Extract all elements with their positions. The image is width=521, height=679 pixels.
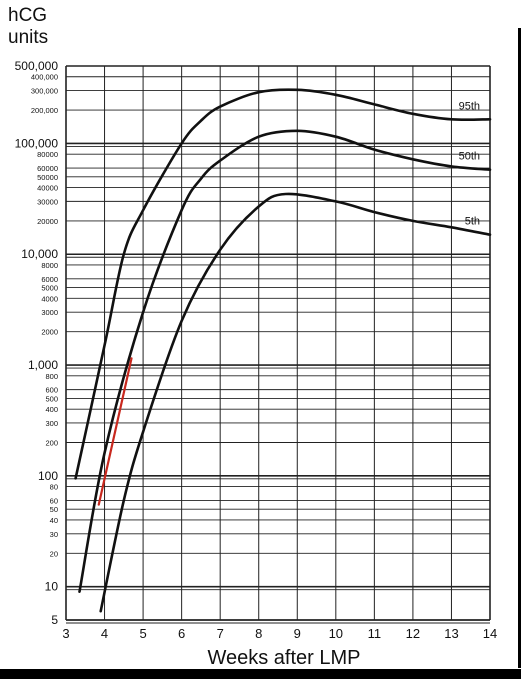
y-tick-label: 4000: [41, 294, 58, 303]
x-tick-label: 14: [483, 626, 497, 641]
right-edge-bar: [518, 28, 521, 668]
y-tick-label: 5000: [41, 284, 58, 293]
y-tick-label: 20: [50, 549, 58, 558]
y-tick-label: 400,000: [31, 73, 58, 82]
series-label-5th: 5th: [465, 216, 480, 228]
x-axis-label: Weeks after LMP: [207, 647, 360, 669]
x-tick-label: 9: [294, 626, 301, 641]
y-tick-label: 30: [50, 530, 58, 539]
x-tick-label: 13: [444, 626, 458, 641]
y-tick-label: 20000: [37, 217, 58, 226]
x-tick-labels: 3 4 5 6 7 8 9 10 11 12 13 14: [62, 626, 497, 641]
y-tick-label: 5: [51, 613, 58, 627]
y-tick-label: 40000: [37, 184, 58, 193]
y-tick-label: 10,000: [21, 247, 58, 261]
y-tick-label: 300,000: [31, 87, 58, 96]
series-95th-line: [74, 88, 492, 480]
x-gridlines: [65, 66, 491, 620]
series-highlight-line: [97, 357, 133, 506]
y-tick-label: 800: [45, 372, 58, 381]
y-tick-label: 300: [45, 419, 58, 428]
y-tick-label: 40: [50, 516, 58, 525]
x-tick-label: 3: [62, 626, 69, 641]
x-tick-label: 5: [139, 626, 146, 641]
y-axis-title-line1: hCG: [8, 5, 48, 26]
y-tick-label: 500,000: [15, 59, 59, 73]
series-label-95th: 95th: [459, 100, 480, 112]
series-layer: [74, 88, 492, 613]
y-tick-label: 80: [50, 483, 58, 492]
bottom-edge-bar: [0, 669, 521, 679]
y-tick-label: 200: [45, 438, 58, 447]
series-label-50th: 50th: [459, 151, 480, 163]
y-tick-label: 60: [50, 496, 58, 505]
y-tick-label: 3000: [41, 308, 58, 317]
y-tick-label: 400: [45, 405, 58, 414]
y-tick-label: 200,000: [31, 106, 58, 115]
y-tick-label: 600: [45, 386, 58, 395]
y-tick-label: 10: [45, 580, 59, 594]
y-tick-label: 6000: [41, 275, 58, 284]
x-tick-label: 6: [178, 626, 185, 641]
y-tick-label: 1,000: [28, 358, 58, 372]
x-tick-label: 11: [368, 626, 382, 641]
y-tick-label: 50: [50, 505, 58, 514]
y-tick-label: 60000: [37, 164, 58, 173]
y-tick-label: 30000: [37, 197, 58, 206]
y-tick-label: 2000: [41, 328, 58, 337]
y-gridlines: [66, 65, 490, 624]
series-5th-line: [99, 192, 492, 613]
x-tick-label: 10: [329, 626, 343, 641]
y-tick-label: 50000: [37, 173, 58, 182]
y-tick-label: 8000: [41, 261, 58, 270]
y-tick-label: 100: [38, 469, 58, 483]
x-tick-label: 12: [406, 626, 420, 641]
x-tick-label: 7: [217, 626, 224, 641]
y-axis-title-line2: units: [8, 27, 49, 48]
x-tick-label: 8: [255, 626, 262, 641]
x-tick-label: 4: [101, 626, 108, 641]
series-50th-line: [78, 129, 492, 593]
y-tick-label: 500: [45, 394, 58, 403]
y-tick-label: 100,000: [15, 136, 59, 150]
y-tick-label: 80000: [37, 150, 58, 159]
series-labels: 95th 50th 5th: [459, 100, 480, 227]
